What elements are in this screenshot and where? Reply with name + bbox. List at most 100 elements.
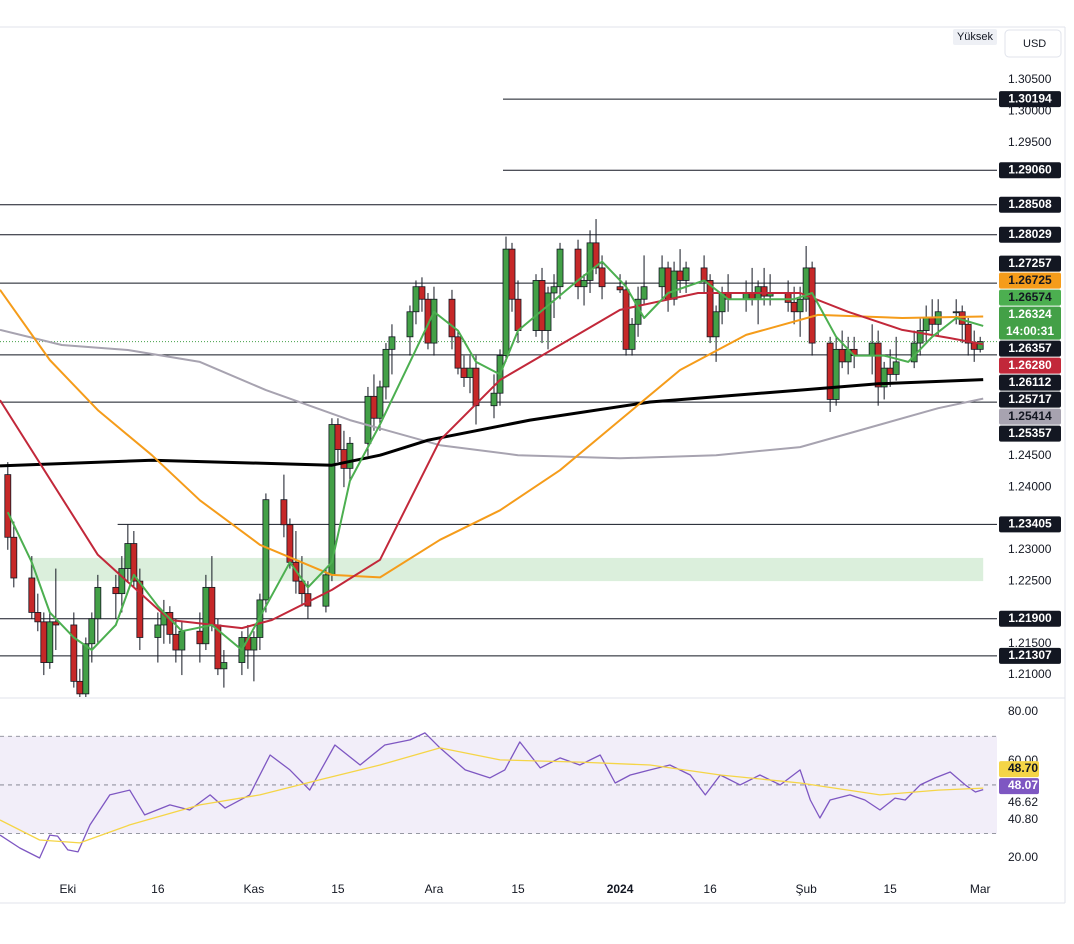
candle-body xyxy=(574,248,582,288)
candle-body xyxy=(370,395,378,419)
x-tick-label: Ara xyxy=(425,882,444,896)
currency-button[interactable] xyxy=(1004,29,1062,58)
candle-body xyxy=(124,543,132,569)
candle-body xyxy=(460,367,468,378)
candle-body xyxy=(334,424,342,450)
price-label-box xyxy=(999,289,1061,306)
y-tick-label: 1.22500 xyxy=(1008,573,1052,587)
y-tick-label: 1.21000 xyxy=(1008,667,1052,681)
candle-body xyxy=(580,280,588,288)
x-tick-label: Şub xyxy=(795,882,817,896)
moving-average xyxy=(0,328,984,460)
candle-body xyxy=(52,621,60,626)
candle-body xyxy=(466,367,474,378)
price-label-box xyxy=(999,408,1061,425)
rsi-pane xyxy=(0,732,997,859)
candle-body xyxy=(832,348,840,400)
candle-body xyxy=(298,580,306,595)
price-label: 1.25357 xyxy=(1008,426,1052,440)
candle-body xyxy=(706,280,714,338)
candle-body xyxy=(454,336,462,369)
price-label: 1.30194 xyxy=(1008,91,1052,105)
rsi-label: 40.80 xyxy=(1008,812,1038,826)
candle-body xyxy=(514,298,522,331)
candle-body xyxy=(712,311,720,338)
x-tick-label: 16 xyxy=(703,882,717,896)
candle-body xyxy=(262,499,270,601)
candle-body xyxy=(322,574,330,607)
candle-body xyxy=(784,292,792,303)
candle-body xyxy=(40,621,48,663)
candle-body xyxy=(82,643,90,695)
price-label-box xyxy=(999,162,1061,179)
moving-average xyxy=(6,260,984,651)
currency-label[interactable]: USD xyxy=(1023,38,1046,50)
x-tick-label: 15 xyxy=(883,882,897,896)
x-tick-label: 2024 xyxy=(607,882,634,896)
badge-box xyxy=(953,29,997,45)
candle-body xyxy=(808,267,816,344)
candle-body xyxy=(916,330,924,344)
candle-body xyxy=(556,248,564,288)
rsi-line xyxy=(0,732,984,859)
candle-body xyxy=(178,630,186,651)
candle-body xyxy=(886,367,894,375)
candle-body xyxy=(406,311,414,338)
candle-body xyxy=(340,449,348,469)
candle-body xyxy=(472,367,480,407)
candle-body xyxy=(550,286,558,294)
candle-body xyxy=(70,624,78,682)
moving-average xyxy=(0,378,984,468)
price-label: 1.26574 xyxy=(1008,290,1052,304)
x-tick-label: Eki xyxy=(59,882,76,896)
candle-body xyxy=(208,586,216,626)
axes: 1.305001.300001.295001.245001.240001.230… xyxy=(59,72,1061,896)
candle-body xyxy=(532,280,540,331)
price-label-box xyxy=(999,357,1061,374)
price-label: 1.26324 xyxy=(1008,307,1052,321)
candle-body xyxy=(418,286,426,300)
y-tick-label: 1.30500 xyxy=(1008,72,1052,86)
candle-body xyxy=(964,323,972,344)
y-tick-label: 20.00 xyxy=(1008,850,1038,864)
candle-body xyxy=(952,311,960,314)
x-tick-label: 15 xyxy=(331,882,345,896)
candle-body xyxy=(94,586,102,620)
moving-average xyxy=(0,289,984,579)
candle-body xyxy=(508,248,516,300)
y-tick-label: 1.24500 xyxy=(1008,448,1052,462)
price-label: 1.26280 xyxy=(1008,358,1052,372)
price-label: 1.27257 xyxy=(1008,256,1052,270)
candle-body xyxy=(928,317,936,325)
candle-body xyxy=(412,286,420,313)
candle-body xyxy=(448,298,456,338)
candle-body xyxy=(382,348,390,388)
candle-body xyxy=(616,286,624,291)
y-tick-label: 1.29500 xyxy=(1008,135,1052,149)
rsi-label: 46.62 xyxy=(1008,795,1038,809)
price-label-box xyxy=(999,516,1061,533)
x-tick-label: 15 xyxy=(511,882,525,896)
x-tick-label: 16 xyxy=(151,882,165,896)
candle-body xyxy=(640,286,648,300)
price-label-box xyxy=(999,610,1061,627)
candle-body xyxy=(958,311,966,325)
rsi-label: 48.07 xyxy=(1008,778,1038,792)
price-label: 1.28508 xyxy=(1008,197,1052,211)
candle-body xyxy=(838,348,846,363)
price-label: 1.26112 xyxy=(1009,375,1052,389)
candle-body xyxy=(826,342,834,400)
candle-body xyxy=(28,577,36,613)
candle-body xyxy=(670,270,678,300)
candle-body xyxy=(346,442,354,469)
candle-body xyxy=(202,586,210,645)
price-label: 1.25717 xyxy=(1008,392,1052,406)
candle-body xyxy=(970,342,978,350)
candle-body xyxy=(250,637,258,651)
rsi-line xyxy=(0,747,984,844)
candle-body xyxy=(868,342,876,357)
price-label-box xyxy=(999,306,1061,340)
candle-body xyxy=(10,536,18,579)
badge: Yüksek xyxy=(957,31,994,43)
